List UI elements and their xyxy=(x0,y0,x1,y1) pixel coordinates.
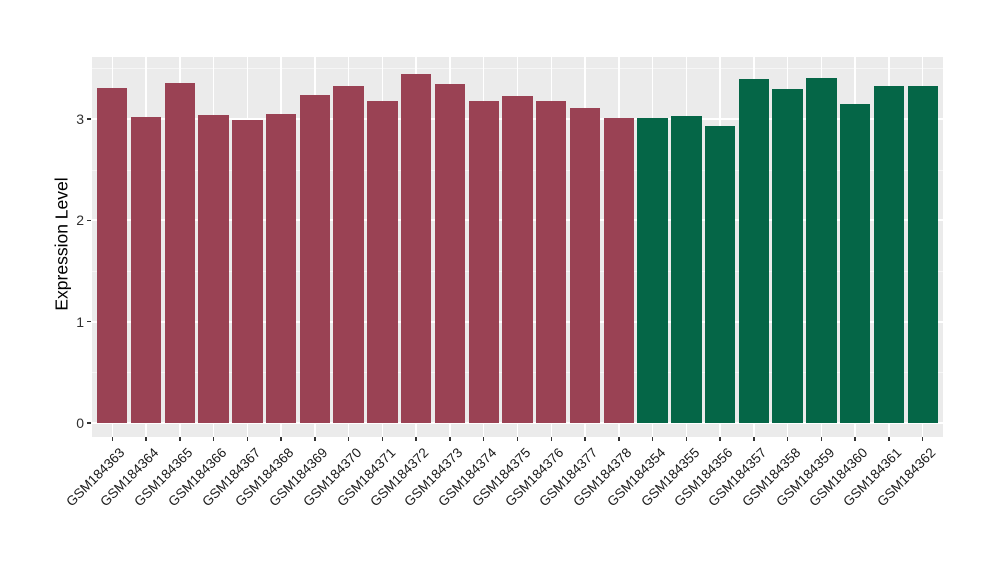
bar-gsm184378 xyxy=(603,118,634,423)
x-tick-mark xyxy=(618,437,620,441)
x-tick-mark xyxy=(719,437,721,441)
x-tick-mark xyxy=(111,437,113,441)
y-tick-label: 3 xyxy=(76,111,84,128)
y-tick-mark xyxy=(87,320,91,323)
bar-gsm184373 xyxy=(434,83,466,423)
x-tick-mark xyxy=(584,437,586,441)
x-tick-mark xyxy=(516,437,519,441)
bar-gsm184361 xyxy=(873,85,905,423)
bar-gsm184362 xyxy=(907,85,938,423)
y-tick-label: 2 xyxy=(76,212,84,229)
x-tick-mark xyxy=(280,437,282,441)
bar-gsm184367 xyxy=(232,120,263,423)
bar-gsm184370 xyxy=(333,85,364,423)
x-tick-mark xyxy=(415,437,417,441)
plot-panel xyxy=(92,57,943,437)
bar-gsm184376 xyxy=(536,100,567,423)
x-tick-mark xyxy=(314,437,316,441)
x-tick-mark xyxy=(921,437,924,441)
x-tick-mark xyxy=(820,437,823,441)
bar-gsm184377 xyxy=(569,107,601,423)
bar-gsm184365 xyxy=(164,82,195,423)
bar-gsm184372 xyxy=(400,73,432,423)
bar-gsm184374 xyxy=(468,100,499,423)
y-tick-label: 1 xyxy=(76,313,84,330)
x-tick-mark xyxy=(685,437,688,441)
bar-gsm184360 xyxy=(840,103,871,423)
y-tick-mark xyxy=(87,219,91,222)
x-tick-mark xyxy=(145,437,147,441)
bar-gsm184354 xyxy=(637,118,668,423)
x-tick-mark xyxy=(854,437,856,441)
x-tick-mark xyxy=(888,437,890,441)
x-tick-mark xyxy=(651,437,654,441)
x-tick-mark xyxy=(381,437,384,441)
y-tick-label: 0 xyxy=(76,415,84,431)
x-tick-mark xyxy=(786,437,789,441)
x-tick-mark xyxy=(212,437,215,441)
bar-gsm184356 xyxy=(704,126,736,423)
x-tick-mark xyxy=(449,437,451,441)
bar-gsm184364 xyxy=(130,117,162,423)
x-tick-mark xyxy=(753,437,755,441)
bar-gsm184355 xyxy=(671,116,702,423)
bar-gsm184359 xyxy=(806,77,837,423)
y-tick-mark xyxy=(87,118,91,120)
bar-gsm184358 xyxy=(772,88,803,423)
bar-gsm184375 xyxy=(502,95,533,423)
x-tick-mark xyxy=(246,437,249,441)
bar-gsm184371 xyxy=(367,100,398,423)
x-tick-mark xyxy=(347,437,350,441)
bar-gsm184368 xyxy=(265,114,297,423)
bar-gsm184366 xyxy=(198,115,229,423)
y-axis-title: Expression Level xyxy=(51,177,72,311)
bar-gsm184363 xyxy=(97,87,128,423)
x-tick-mark xyxy=(179,437,181,441)
bar-gsm184357 xyxy=(738,78,770,423)
y-tick-mark xyxy=(87,422,91,424)
x-tick-mark xyxy=(550,437,553,441)
bar-gsm184369 xyxy=(299,94,331,423)
x-tick-mark xyxy=(482,437,485,441)
